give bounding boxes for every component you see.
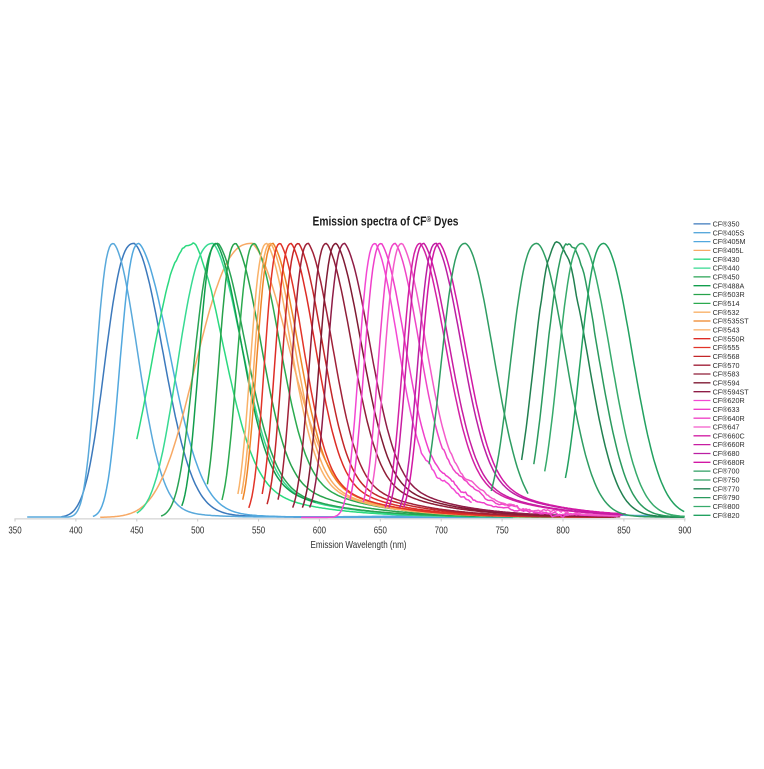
svg-text:650: 650	[374, 526, 387, 537]
svg-text:450: 450	[130, 526, 143, 537]
svg-text:400: 400	[69, 526, 82, 537]
svg-text:CF®488A: CF®488A	[713, 281, 745, 290]
svg-text:500: 500	[191, 526, 204, 537]
svg-text:CF®543: CF®543	[713, 326, 740, 335]
svg-text:CF®550R: CF®550R	[713, 334, 745, 343]
svg-text:CF®640R: CF®640R	[713, 414, 745, 423]
svg-text:CF®570: CF®570	[713, 361, 740, 370]
svg-text:CF®700: CF®700	[713, 467, 740, 476]
svg-text:900: 900	[678, 526, 691, 537]
svg-text:350: 350	[8, 526, 21, 537]
svg-text:CF®555: CF®555	[713, 343, 740, 352]
svg-text:CF®440: CF®440	[713, 264, 740, 273]
svg-text:CF®514: CF®514	[713, 299, 740, 308]
svg-text:CF®568: CF®568	[713, 352, 740, 361]
svg-text:CF®800: CF®800	[713, 502, 740, 511]
svg-text:CF®430: CF®430	[713, 255, 740, 264]
svg-text:CF®647: CF®647	[713, 423, 740, 432]
svg-text:CF®350: CF®350	[713, 220, 740, 229]
svg-text:CF®633: CF®633	[713, 405, 740, 414]
svg-text:CF®660C: CF®660C	[713, 431, 745, 440]
svg-text:CF®680: CF®680	[713, 449, 740, 458]
svg-text:850: 850	[617, 526, 630, 537]
svg-text:600: 600	[313, 526, 326, 537]
svg-text:CF®770: CF®770	[713, 484, 740, 493]
svg-text:CF®594ST: CF®594ST	[713, 387, 750, 396]
svg-text:750: 750	[496, 526, 509, 537]
svg-text:CF®503R: CF®503R	[713, 290, 745, 299]
svg-text:CF®405S: CF®405S	[713, 228, 745, 237]
svg-text:CF®790: CF®790	[713, 493, 740, 502]
svg-text:CF®660R: CF®660R	[713, 440, 745, 449]
svg-text:800: 800	[556, 526, 569, 537]
svg-text:CF®535ST: CF®535ST	[713, 317, 750, 326]
svg-text:CF®750: CF®750	[713, 476, 740, 485]
svg-text:CF®583: CF®583	[713, 370, 740, 379]
svg-text:550: 550	[252, 526, 265, 537]
svg-text:CF®820: CF®820	[713, 511, 740, 520]
svg-text:CF®532: CF®532	[713, 308, 740, 317]
svg-text:700: 700	[435, 526, 448, 537]
svg-text:CF®594: CF®594	[713, 378, 740, 387]
svg-text:Emission spectra of CF® Dyes: Emission spectra of CF® Dyes	[313, 215, 459, 229]
svg-text:CF®680R: CF®680R	[713, 458, 745, 467]
svg-text:CF®450: CF®450	[713, 273, 740, 282]
svg-text:CF®620R: CF®620R	[713, 396, 745, 405]
svg-text:Emission Wavelength (nm): Emission Wavelength (nm)	[311, 540, 407, 551]
svg-text:CF®405M: CF®405M	[713, 237, 746, 246]
svg-text:CF®405L: CF®405L	[713, 246, 744, 255]
